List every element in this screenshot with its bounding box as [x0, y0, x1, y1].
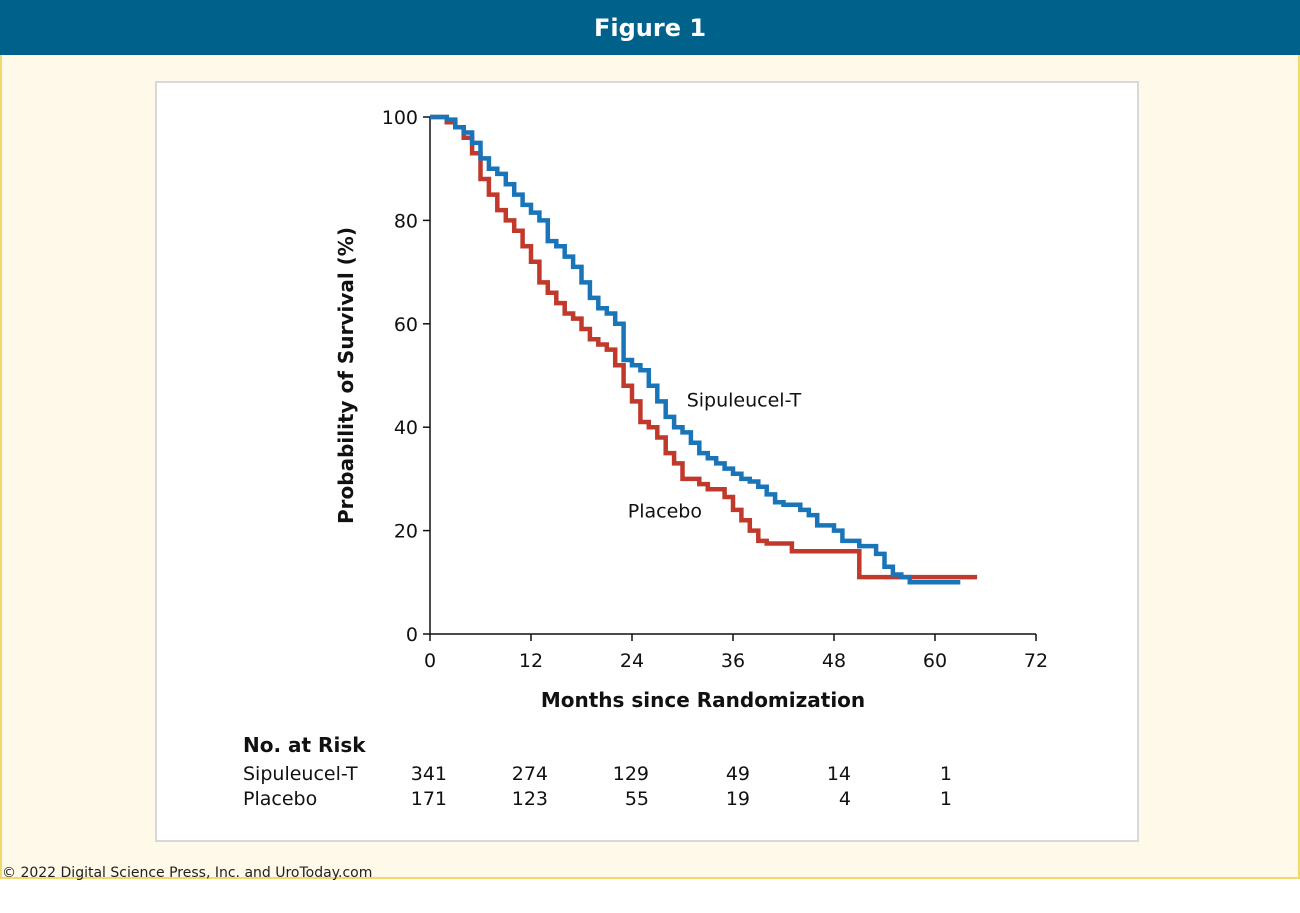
- series-annotation: Sipuleucel-T: [687, 390, 802, 412]
- x-tick-label: 0: [424, 650, 436, 672]
- risk-count: 1: [940, 763, 952, 785]
- risk-count: 55: [625, 788, 649, 810]
- y-tick-label: 80: [394, 210, 418, 232]
- y-tick-label: 100: [382, 107, 418, 129]
- chart-panel: [155, 81, 1139, 842]
- risk-row-label: Placebo: [243, 788, 317, 810]
- x-tick-label: 72: [1024, 650, 1048, 672]
- x-tick-label: 60: [923, 650, 947, 672]
- y-tick-label: 0: [406, 624, 418, 646]
- risk-count: 14: [827, 763, 851, 785]
- risk-count: 171: [411, 788, 447, 810]
- figure-header: Figure 1: [0, 0, 1300, 55]
- x-tick-label: 36: [721, 650, 745, 672]
- y-axis-title: Probability of Survival (%): [334, 227, 358, 524]
- risk-count: 274: [512, 763, 548, 785]
- risk-count: 341: [411, 763, 447, 785]
- y-tick-label: 20: [394, 521, 418, 543]
- chart-axes: 0 12 24 36 48 60 72 0 20 40 60 80 100 Months since Ra…: [334, 107, 1048, 712]
- x-tick-label: 12: [519, 650, 543, 672]
- figure-title: Figure 1: [593, 13, 707, 42]
- x-tick-label: 24: [620, 650, 644, 672]
- chart-labels: Sipuleucel-T Placebo: [628, 390, 802, 523]
- x-axis-title: Months since Randomization: [541, 688, 865, 712]
- x-tick-label: 48: [822, 650, 846, 672]
- risk-row-label: Sipuleucel-T: [243, 763, 358, 785]
- copyright-footer: © 2022 Digital Science Press, Inc. and U…: [2, 865, 373, 881]
- chart-series: [430, 114, 978, 585]
- y-tick-label: 60: [394, 314, 418, 336]
- risk-count: 4: [839, 788, 851, 810]
- risk-count: 19: [726, 788, 750, 810]
- risk-count: 49: [726, 763, 750, 785]
- risk-count: 123: [512, 788, 548, 810]
- y-tick-label: 40: [394, 417, 418, 439]
- series-line-sipuleucel-t: [430, 114, 961, 585]
- risk-table-title: No. at Risk: [243, 733, 366, 757]
- risk-count: 129: [613, 763, 649, 785]
- series-annotation: Placebo: [628, 501, 702, 523]
- risk-count: 1: [940, 788, 952, 810]
- series-line-placebo: [430, 114, 978, 580]
